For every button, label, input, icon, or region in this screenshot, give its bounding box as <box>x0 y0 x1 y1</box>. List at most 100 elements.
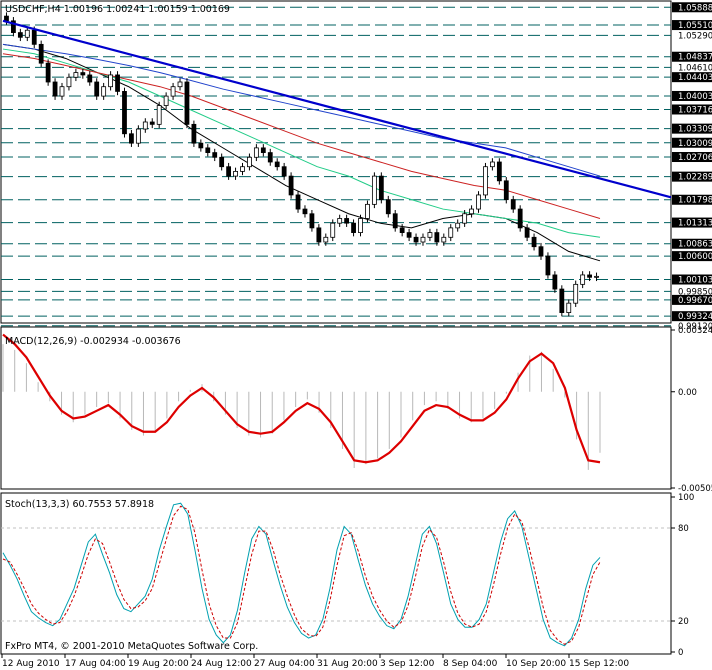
candle-body <box>198 142 204 149</box>
candle-body <box>142 121 148 130</box>
level-tag <box>672 20 712 31</box>
candle-body <box>177 81 183 88</box>
candle-body <box>378 175 384 201</box>
candle-body <box>559 288 565 313</box>
stoch-panel <box>0 492 672 655</box>
stoch-tick-label: 20 <box>678 617 689 627</box>
candle-body <box>219 156 225 168</box>
level-tag <box>672 238 712 249</box>
level-label: 1.00863 <box>678 240 712 250</box>
candle-body <box>149 121 155 125</box>
y-ticks: 0.00324 0.00 -0.00505100 80 20 0 <box>671 326 712 658</box>
x-tick-label: 24 Aug 12:00 <box>191 659 252 669</box>
candle-body <box>87 74 93 83</box>
candle-body <box>122 91 127 135</box>
candle-body <box>476 194 481 210</box>
level-tag <box>672 90 712 101</box>
candle-body <box>406 232 412 238</box>
level-label: 1.04837 <box>678 53 712 63</box>
level-label: 1.05290 <box>678 31 712 41</box>
candle-body <box>101 86 107 97</box>
candle-body <box>385 199 391 215</box>
candle-body <box>309 213 315 229</box>
level-label: 0.99120 <box>678 322 712 332</box>
candle-body <box>80 72 86 76</box>
level-label: 1.01313 <box>678 219 712 229</box>
candle-body <box>434 232 440 243</box>
candle-body <box>517 208 523 229</box>
level-tag <box>672 2 712 13</box>
candle-body <box>17 32 23 38</box>
level-tag <box>672 194 712 205</box>
candle-body <box>469 208 474 215</box>
level-label: 1.01798 <box>678 196 712 206</box>
candle-body <box>399 227 405 233</box>
stoch-tick-label: 80 <box>678 524 689 534</box>
level-label: 1.03009 <box>678 139 712 149</box>
x-tick-label: 3 Sep 12:00 <box>380 659 435 669</box>
level-tag <box>672 311 712 322</box>
x-tick-label: 10 Sep 20:00 <box>506 659 566 669</box>
candle-body <box>483 166 488 196</box>
candle-body <box>38 43 44 64</box>
macd-signal-line <box>2 333 601 464</box>
candle-body <box>365 203 370 219</box>
candle-body <box>115 74 120 92</box>
level-tag <box>672 152 712 163</box>
level-tag <box>672 123 712 134</box>
candle-body <box>510 199 516 210</box>
level-tag <box>672 171 712 182</box>
level-label: 1.00600 <box>678 252 712 262</box>
level-tag <box>672 72 712 83</box>
candle-body <box>4 15 9 22</box>
candle-body <box>281 166 287 177</box>
candle-body <box>358 218 363 233</box>
ma-line-2 <box>2 53 601 219</box>
candle-body <box>594 275 599 278</box>
candle-body <box>413 236 419 243</box>
macd-title: MACD(12,26,9) -0.002934 -0.003676 <box>5 336 181 347</box>
candle-body <box>552 274 558 290</box>
level-label: 0.99670 <box>678 296 712 306</box>
candle-body <box>545 255 551 276</box>
candle-body <box>330 222 336 238</box>
candle-body <box>288 175 294 196</box>
x-tick-label: 27 Aug 04:00 <box>254 659 315 669</box>
candle-body <box>135 128 141 144</box>
candle-body <box>524 227 530 238</box>
candle-body <box>462 213 468 224</box>
candle-body <box>94 81 100 97</box>
candle-body <box>337 218 343 224</box>
candle-body <box>295 194 301 210</box>
candle-body <box>587 274 592 278</box>
candle-body <box>441 236 447 243</box>
candle-body <box>66 76 72 88</box>
candle-body <box>420 236 426 243</box>
candle-body <box>448 227 454 238</box>
candle-body <box>45 62 51 83</box>
candle-body <box>240 166 245 172</box>
macd-series <box>2 333 601 470</box>
stoch-tick-label: 100 <box>678 493 694 503</box>
level-label: 1.02706 <box>678 153 712 163</box>
candle-body <box>573 283 579 304</box>
candle-body <box>233 171 238 177</box>
level-tag <box>672 104 712 115</box>
candle-body <box>163 95 169 106</box>
level-tag <box>672 217 712 228</box>
x-tick-label: 19 Aug 20:00 <box>128 659 189 669</box>
trendline-line <box>2 19 672 199</box>
candle-body <box>496 161 502 182</box>
level-label: 1.02289 <box>678 173 712 183</box>
level-label: 1.04403 <box>678 73 712 83</box>
moving-averages <box>2 43 601 262</box>
candle-body <box>205 147 211 153</box>
candle-body <box>267 152 273 163</box>
chart-title: USDCHF,H4 1.00196 1.00241 1.00159 1.0016… <box>5 4 230 15</box>
level-tag <box>672 251 712 262</box>
credit-text: FxPro MT4, © 2001-2010 MetaQuotes Softwa… <box>5 641 258 652</box>
candle-body <box>392 213 398 229</box>
candle-body <box>538 246 544 257</box>
candle-body <box>11 20 16 33</box>
